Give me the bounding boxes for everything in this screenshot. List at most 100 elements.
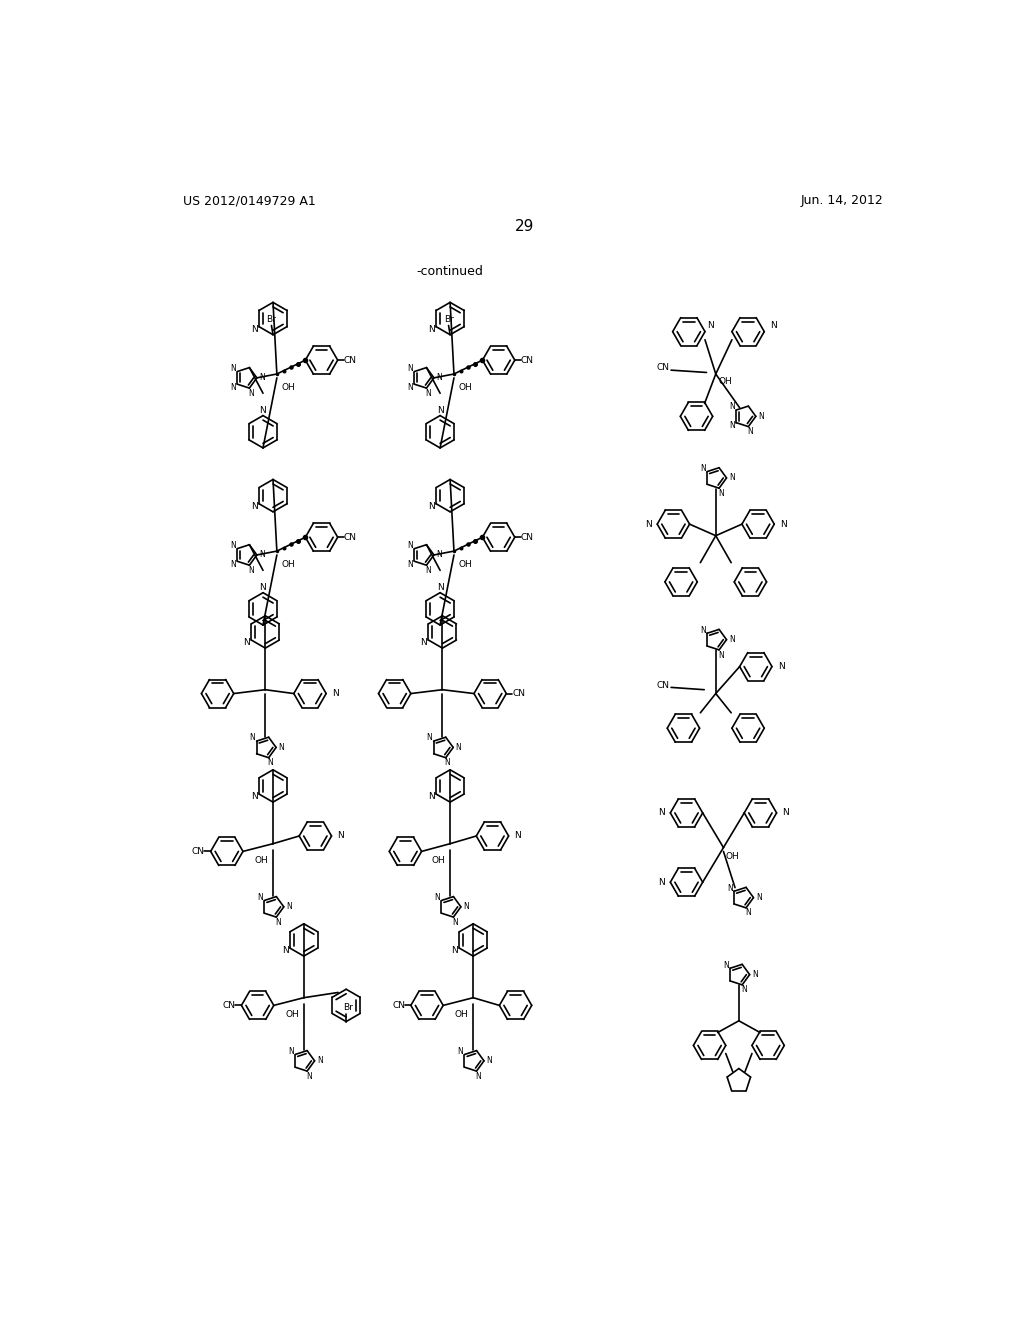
Text: N: N [260,405,266,414]
Text: OH: OH [459,561,472,569]
Text: N: N [782,808,790,817]
Text: N: N [645,520,651,528]
Text: N: N [729,635,735,644]
Text: OH: OH [286,1010,299,1019]
Text: N: N [475,1072,481,1081]
Text: N: N [436,550,442,560]
Text: CN: CN [520,533,534,541]
Text: CN: CN [222,1001,236,1010]
Text: N: N [753,970,758,979]
Text: US 2012/0149729 A1: US 2012/0149729 A1 [183,194,315,207]
Text: N: N [452,946,458,956]
Text: N: N [259,550,265,560]
Text: N: N [464,903,469,911]
Text: N: N [756,894,762,902]
Text: 29: 29 [515,219,535,234]
Text: Jun. 14, 2012: Jun. 14, 2012 [801,194,884,207]
Text: N: N [486,1056,493,1065]
Text: N: N [514,832,521,841]
Text: N: N [279,743,285,752]
Text: OH: OH [282,561,295,569]
Text: OH: OH [726,853,739,861]
Text: N: N [251,325,258,334]
Text: N: N [723,961,729,970]
Text: N: N [230,541,236,550]
Text: N: N [744,908,751,917]
Text: OH: OH [455,1010,469,1019]
Text: CN: CN [657,363,670,372]
Text: N: N [408,541,413,550]
Text: N: N [425,388,431,397]
Text: N: N [421,639,427,647]
Text: N: N [458,1047,463,1056]
Text: N: N [453,917,458,927]
Text: -continued: -continued [417,265,483,279]
Text: N: N [230,560,236,569]
Text: N: N [248,566,254,574]
Text: N: N [444,758,451,767]
Text: N: N [748,428,753,436]
Text: N: N [428,502,435,511]
Text: N: N [428,325,435,334]
Text: N: N [317,1056,323,1065]
Text: N: N [657,808,665,817]
Text: N: N [699,626,706,635]
Text: N: N [718,488,724,498]
Text: N: N [436,374,442,383]
Text: N: N [456,743,462,752]
Text: N: N [230,383,236,392]
Text: N: N [287,903,292,911]
Text: N: N [780,520,786,528]
Text: N: N [260,583,266,591]
Text: N: N [699,463,706,473]
Text: N: N [306,1072,311,1081]
Text: OH: OH [282,383,295,392]
Text: N: N [288,1047,294,1056]
Text: CN: CN [191,847,205,855]
Text: N: N [657,878,665,887]
Text: N: N [778,663,784,671]
Text: CN: CN [392,1001,406,1010]
Text: N: N [230,364,236,372]
Text: N: N [244,639,250,647]
Text: N: N [436,583,443,591]
Text: N: N [250,734,255,742]
Text: N: N [428,792,435,801]
Text: N: N [251,792,258,801]
Text: Br: Br [266,315,276,323]
Text: N: N [251,502,258,511]
Text: N: N [259,374,265,383]
Text: OH: OH [718,378,732,387]
Text: N: N [408,560,413,569]
Text: CN: CN [520,355,534,364]
Text: N: N [248,388,254,397]
Text: N: N [729,474,735,482]
Text: N: N [282,946,289,956]
Text: N: N [275,917,281,927]
Text: N: N [337,832,344,841]
Text: N: N [718,651,724,660]
Text: N: N [332,689,339,698]
Text: N: N [408,383,413,392]
Text: N: N [729,421,735,430]
Text: N: N [770,321,777,330]
Text: N: N [741,986,746,994]
Text: CN: CN [512,689,525,698]
Text: N: N [434,892,440,902]
Text: N: N [727,883,732,892]
Text: N: N [729,403,735,412]
Text: CN: CN [343,533,356,541]
Text: OH: OH [255,857,268,865]
Text: OH: OH [459,383,472,392]
Text: N: N [408,364,413,372]
Text: Br: Br [443,315,454,323]
Text: N: N [707,321,714,330]
Text: N: N [267,758,273,767]
Text: N: N [426,734,432,742]
Text: Br: Br [343,1003,352,1012]
Text: CN: CN [343,355,356,364]
Text: OH: OH [432,857,445,865]
Text: N: N [436,405,443,414]
Text: CN: CN [657,681,670,690]
Text: N: N [425,566,431,574]
